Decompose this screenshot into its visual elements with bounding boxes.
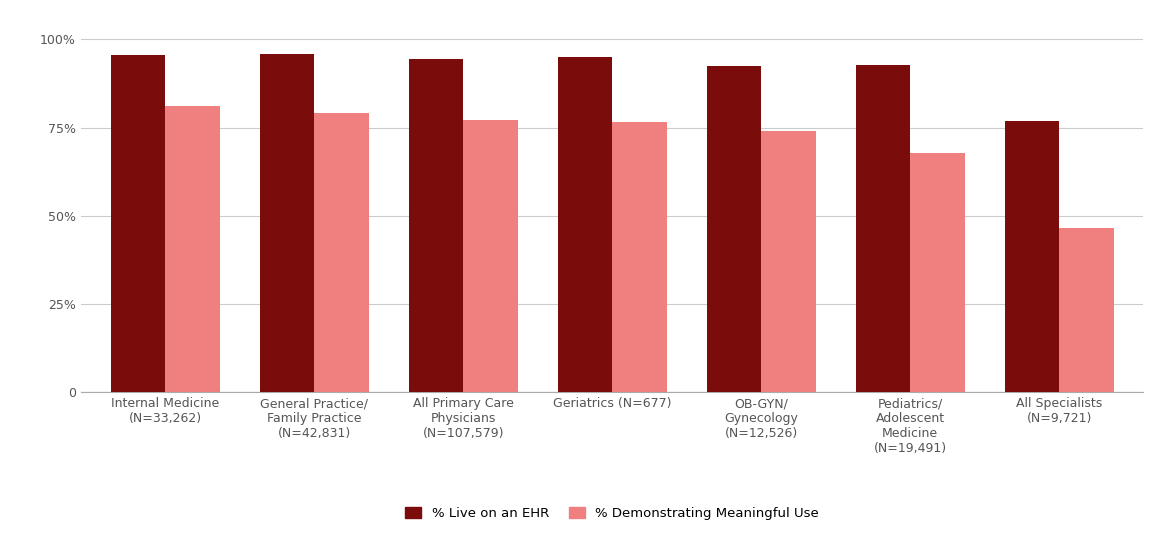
Bar [707,66,761,392]
Bar [165,106,219,392]
Bar [612,122,666,392]
Bar [260,54,314,392]
Bar [463,119,517,392]
Bar [558,57,612,392]
Bar [1005,120,1059,392]
Bar [856,64,910,392]
Bar [409,59,463,392]
Bar [111,56,165,392]
Bar [910,153,964,392]
Bar [761,131,815,392]
Bar [314,112,368,392]
Legend: % Live on an EHR, % Demonstrating Meaningful Use: % Live on an EHR, % Demonstrating Meanin… [398,500,826,526]
Bar [1059,228,1113,392]
